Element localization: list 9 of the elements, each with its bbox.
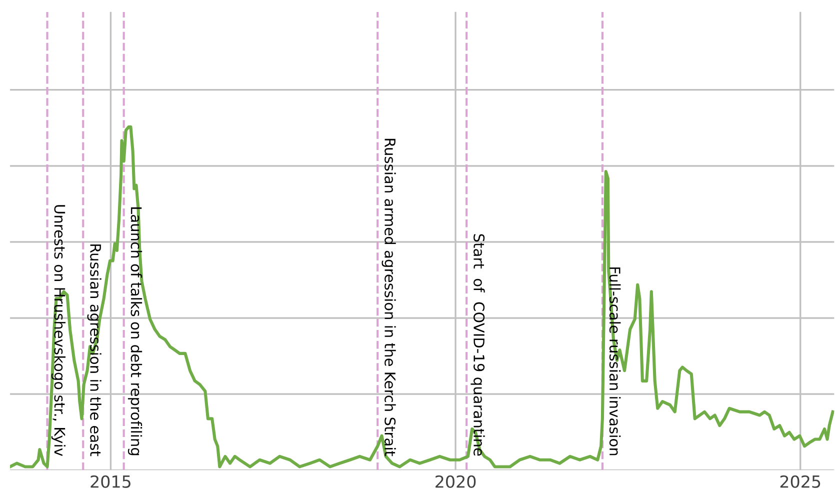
ref-line-label: Launch of talks on debt reprofiling [128,207,142,456]
x-tick-label: 2015 [90,475,130,488]
x-tick-label: 2025 [780,475,820,488]
ref-line-label: Russian agression in the east [87,244,102,456]
ref-line-label: Russian armed agression in the Kerch Strait [382,138,396,456]
ref-line-label: Unrests on Hrushevskogo str., Kyiv [51,205,66,456]
ref-line-label: Start of COVID-19 quarantine [470,234,485,456]
ref-line-label: Full-scale russian invasion [609,267,621,456]
x-tick-label: 2020 [436,475,476,488]
